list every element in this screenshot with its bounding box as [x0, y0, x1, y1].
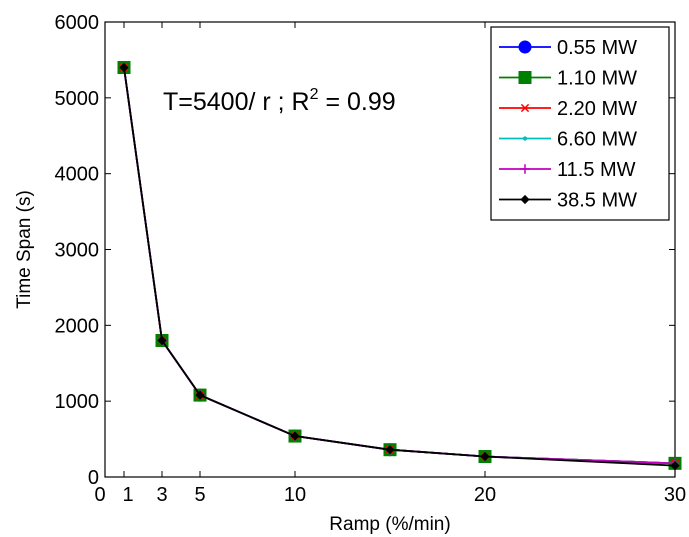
x-tick-label: 20: [474, 484, 496, 506]
marker-diamond: [157, 335, 167, 346]
x-tick-label: 30: [664, 484, 686, 506]
marker-square: [518, 71, 532, 84]
legend: 0.55 MW 1.10 MW 2.20 MW 6.60 MW 11.5 MW 38.5 …: [490, 26, 670, 221]
annotation-tail: = 0.99: [319, 88, 396, 116]
annotation-main: T=5400/ r ; R: [163, 88, 310, 116]
x-tick-label: 5: [194, 484, 205, 506]
marker-circle: [518, 40, 532, 54]
x-axis-label: Ramp (%/min): [329, 514, 450, 535]
y-tick-label: 5000: [55, 88, 100, 110]
marker-diamond: [520, 194, 530, 205]
marker-dot: [522, 136, 528, 141]
x-tick-label: 1: [122, 484, 133, 506]
y-tick-label: 2000: [55, 315, 100, 337]
marker-diamond: [119, 62, 129, 73]
x-tick-label: 3: [156, 484, 167, 506]
legend-label: 11.5 MW: [557, 159, 636, 181]
y-tick-label: 1000: [55, 391, 100, 413]
plot-series: [117, 61, 682, 471]
y-axis-label: Time Span (s): [14, 190, 35, 309]
series-38-5-mw: [119, 62, 680, 471]
y-tick-label: 3000: [55, 240, 100, 262]
y-tick-label: 6000: [55, 12, 100, 34]
legend-entry: 6.60 MW: [499, 129, 637, 151]
legend-label: 2.20 MW: [557, 98, 637, 120]
marker-diamond: [670, 461, 680, 471]
legend-entry: 38.5 MW: [499, 190, 637, 212]
marker-diamond: [290, 431, 300, 441]
legend-entry: 1.10 MW: [499, 68, 637, 90]
marker-diamond: [385, 445, 395, 455]
y-tick-label: 4000: [55, 164, 100, 186]
legend-label: 6.60 MW: [557, 129, 637, 151]
annotation: T=5400/ r ; R2 = 0.99: [163, 86, 396, 116]
legend-entry: 0.55 MW: [499, 37, 637, 59]
y-tick-label: 0: [88, 467, 99, 489]
legend-entry: 11.5 MW: [499, 159, 636, 181]
fit-equation-annotation: T=5400/ r ; R2 = 0.99: [163, 86, 396, 116]
marker-plus: [520, 164, 530, 174]
marker-diamond: [480, 451, 490, 462]
legend-entry: 2.20 MW: [499, 98, 637, 120]
x-tick-label: 10: [284, 484, 306, 506]
annotation-superscript: 2: [310, 86, 319, 103]
legend-label: 1.10 MW: [557, 68, 637, 90]
marker-x: [520, 103, 530, 113]
legend-label: 0.55 MW: [557, 37, 637, 59]
legend-box: [490, 26, 670, 221]
x-tick-label: 0: [94, 484, 105, 506]
legend-label: 38.5 MW: [557, 190, 637, 212]
marker-diamond: [195, 390, 205, 400]
